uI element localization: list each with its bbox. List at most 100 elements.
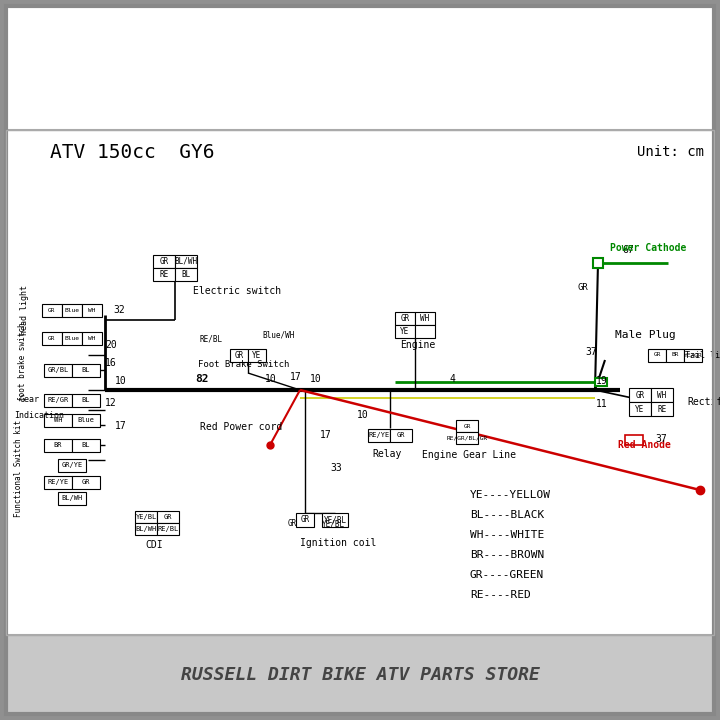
- Bar: [44, 364, 72, 377]
- Text: GR: GR: [653, 353, 661, 358]
- Text: GR----GREEN: GR----GREEN: [470, 570, 544, 580]
- Text: BR----BROWN: BR----BROWN: [470, 550, 544, 560]
- Text: WH: WH: [420, 314, 430, 323]
- Text: YE: YE: [635, 405, 644, 413]
- Text: GR: GR: [159, 257, 168, 266]
- Text: Ignition coil: Ignition coil: [300, 538, 377, 548]
- Bar: [625, 435, 643, 445]
- Text: Power Cathode: Power Cathode: [610, 243, 686, 253]
- Text: BL/WH: BL/WH: [135, 526, 157, 532]
- Bar: [684, 348, 702, 361]
- Bar: [135, 511, 157, 523]
- Bar: [72, 364, 100, 377]
- Bar: [648, 348, 666, 361]
- Text: BL: BL: [82, 442, 90, 448]
- Text: BR: BR: [671, 353, 679, 358]
- Text: GR: GR: [635, 390, 644, 400]
- Bar: [72, 413, 100, 426]
- Text: GR: GR: [300, 516, 310, 524]
- Text: ATV 150cc  GY6: ATV 150cc GY6: [50, 143, 215, 161]
- Text: 32: 32: [113, 305, 125, 315]
- Text: Electric switch: Electric switch: [193, 286, 281, 296]
- Text: 17: 17: [320, 430, 332, 440]
- Bar: [593, 258, 603, 268]
- Text: 4: 4: [450, 374, 456, 384]
- Text: BL: BL: [82, 397, 90, 403]
- Text: WH: WH: [54, 417, 62, 423]
- Text: Engine: Engine: [400, 340, 436, 350]
- Text: YE/BL: YE/BL: [322, 520, 345, 528]
- Text: GR: GR: [400, 314, 410, 323]
- Text: GR: GR: [48, 307, 55, 312]
- Text: GR: GR: [288, 520, 297, 528]
- Bar: [629, 388, 651, 402]
- Text: 37: 37: [585, 347, 597, 357]
- Bar: [6, 635, 714, 714]
- Text: Blue: Blue: [65, 307, 79, 312]
- Bar: [390, 428, 412, 441]
- Text: Red Power cord: Red Power cord: [200, 422, 282, 432]
- Bar: [456, 432, 478, 444]
- Text: 17: 17: [290, 372, 302, 382]
- Text: RUSSELL DIRT BIKE ATV PARTS STORE: RUSSELL DIRT BIKE ATV PARTS STORE: [181, 665, 539, 683]
- Bar: [44, 394, 72, 407]
- Bar: [456, 420, 478, 432]
- Bar: [230, 348, 248, 361]
- Bar: [157, 511, 179, 523]
- Text: RE: RE: [657, 405, 667, 413]
- Text: YE: YE: [400, 327, 410, 336]
- Text: GR: GR: [82, 479, 90, 485]
- Text: 10: 10: [310, 374, 322, 384]
- Text: WH: WH: [657, 390, 667, 400]
- Bar: [395, 312, 415, 325]
- Bar: [82, 331, 102, 344]
- Bar: [44, 438, 72, 451]
- Bar: [72, 438, 100, 451]
- Text: Foot Brake Switch: Foot Brake Switch: [198, 360, 289, 369]
- Text: 17: 17: [115, 421, 127, 431]
- Bar: [62, 304, 82, 317]
- Text: GR: GR: [397, 432, 405, 438]
- Text: 10: 10: [265, 374, 276, 384]
- Text: 20: 20: [105, 340, 117, 350]
- Bar: [42, 304, 62, 317]
- Text: YE/GR: YE/GR: [683, 353, 703, 358]
- Text: BL: BL: [181, 270, 191, 279]
- Bar: [322, 513, 348, 527]
- Text: Blue: Blue: [65, 336, 79, 341]
- Bar: [629, 402, 651, 416]
- Bar: [42, 331, 62, 344]
- Text: BL/WH: BL/WH: [61, 495, 83, 501]
- Text: 10: 10: [115, 376, 127, 386]
- Bar: [175, 268, 197, 281]
- Bar: [153, 268, 175, 281]
- Bar: [595, 378, 607, 386]
- Text: 37: 37: [655, 434, 667, 444]
- Text: GR/YE: GR/YE: [61, 462, 83, 468]
- Text: WH----WHITE: WH----WHITE: [470, 530, 544, 540]
- Text: 11: 11: [596, 399, 608, 409]
- Bar: [58, 459, 86, 472]
- Text: YE/BL: YE/BL: [135, 514, 157, 520]
- Text: YE: YE: [253, 351, 261, 359]
- Text: CDI: CDI: [145, 540, 163, 550]
- Text: Unit: cm: Unit: cm: [637, 145, 704, 159]
- Bar: [6, 130, 714, 635]
- Text: 33: 33: [330, 463, 342, 473]
- Text: RE/BL: RE/BL: [200, 335, 223, 344]
- Text: RE/GR/BL/GR: RE/GR/BL/GR: [446, 436, 487, 441]
- Bar: [6, 6, 714, 130]
- Bar: [135, 523, 157, 535]
- Text: Engine Gear Line: Engine Gear Line: [422, 450, 516, 460]
- Text: GR: GR: [578, 283, 589, 292]
- Text: Blue/WH: Blue/WH: [262, 330, 294, 339]
- Text: Red Anode: Red Anode: [618, 440, 671, 450]
- Bar: [6, 130, 714, 635]
- Text: BL: BL: [82, 367, 90, 373]
- Bar: [58, 492, 86, 505]
- Bar: [368, 428, 390, 441]
- Text: RE/YE: RE/YE: [48, 479, 68, 485]
- Text: RE----RED: RE----RED: [470, 590, 531, 600]
- Bar: [651, 402, 673, 416]
- Text: foot brake switch: foot brake switch: [18, 323, 27, 401]
